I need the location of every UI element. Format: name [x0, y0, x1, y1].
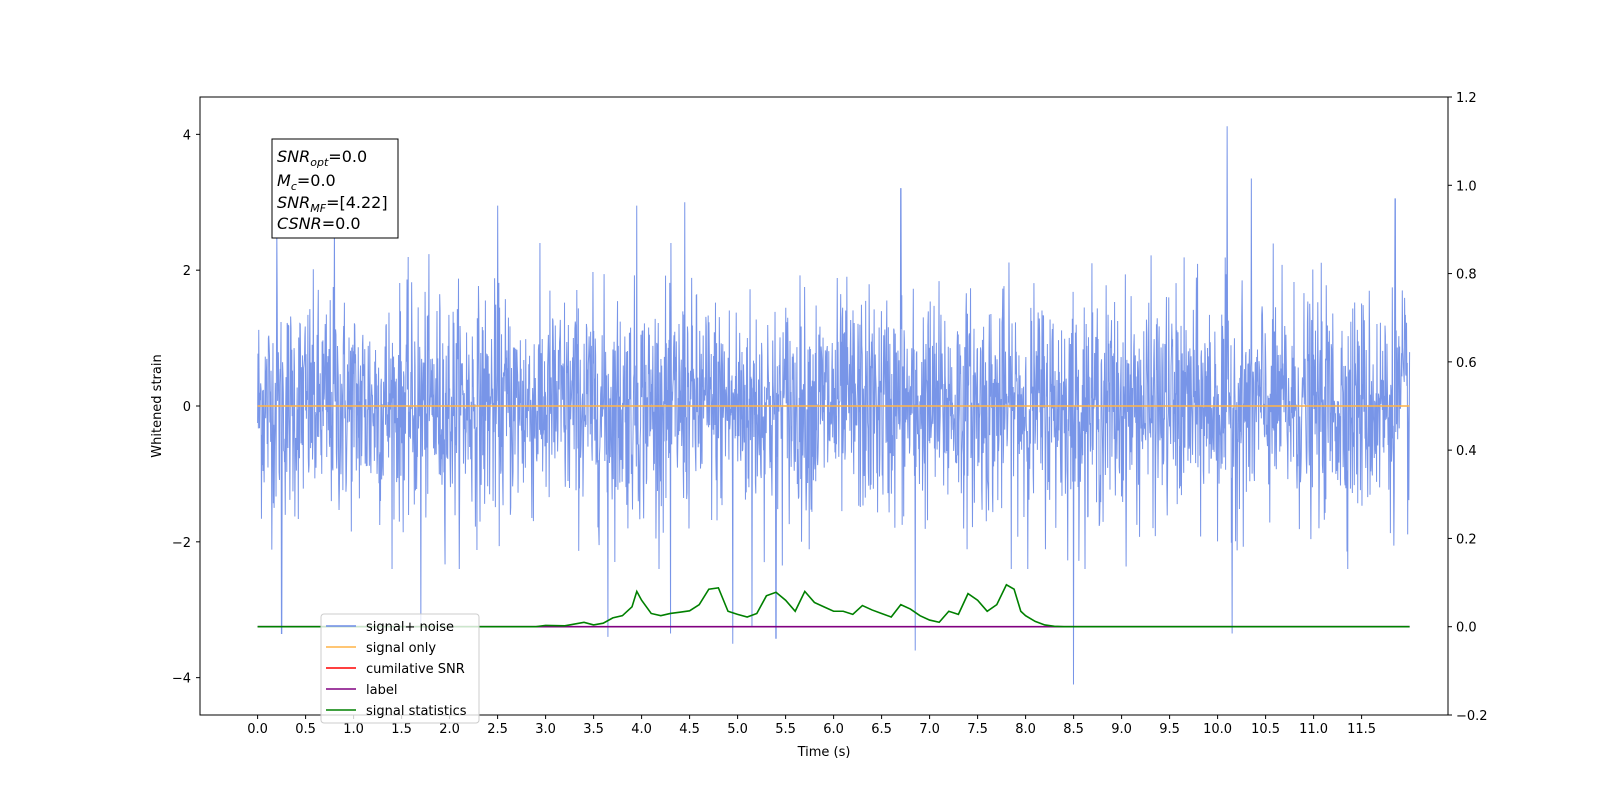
x-axis-ticks: 0.0 0.5 1.0 1.5 2.0 2.5 3.0 3.5 4.0 4.5 5.0 5.5 6.0 6… — [247, 715, 1376, 737]
y2-tick-label: 0.0 — [1456, 621, 1477, 636]
y-tick-label: 4 — [183, 128, 191, 143]
y-tick-label: 2 — [183, 264, 191, 279]
x-tick-label: 6.0 — [823, 722, 844, 737]
legend: signal+ noise signal only cumilative SNR la… — [320, 613, 480, 724]
x-tick-label: 8.0 — [1015, 722, 1036, 737]
x-tick-label: 1.5 — [391, 722, 412, 737]
y2-axis-ticks: −0.2 0.0 0.2 0.4 0.6 0.8 1.0 1.2 — [1448, 91, 1488, 724]
x-tick-label: 2.5 — [487, 722, 508, 737]
y-tick-label: −4 — [172, 672, 191, 687]
legend-label: label — [366, 683, 397, 698]
x-tick-label: 4.0 — [631, 722, 652, 737]
x-tick-label: 2.0 — [439, 722, 460, 737]
x-tick-label: 1.0 — [343, 722, 364, 737]
y2-tick-label: 0.4 — [1456, 444, 1477, 459]
plot-area — [257, 126, 1411, 685]
x-tick-label: 10.5 — [1251, 722, 1280, 737]
legend-label: signal only — [366, 641, 436, 656]
x-tick-label: 0.0 — [247, 722, 268, 737]
x-tick-label: 5.0 — [727, 722, 748, 737]
x-tick-label: 5.5 — [775, 722, 796, 737]
x-tick-label: 0.5 — [295, 722, 316, 737]
x-tick-label: 10.0 — [1203, 722, 1232, 737]
y2-tick-label: 1.2 — [1456, 91, 1477, 106]
y2-tick-label: 0.6 — [1456, 356, 1477, 371]
x-tick-label: 7.5 — [967, 722, 988, 737]
x-tick-label: 9.5 — [1159, 722, 1180, 737]
y2-tick-label: 0.8 — [1456, 268, 1477, 283]
annotation-csnr: CSNR=0.0 — [277, 214, 361, 233]
y-axis-label: Whitened strain — [150, 354, 165, 457]
x-tick-label: 3.0 — [535, 722, 556, 737]
x-tick-label: 11.5 — [1347, 722, 1376, 737]
y-axis-ticks: −4 −2 0 2 4 — [172, 128, 200, 687]
legend-frame — [320, 613, 480, 724]
annotation-mc: Mc=0.0 — [277, 171, 336, 193]
y2-tick-label: 0.2 — [1456, 532, 1477, 547]
annotation-snr-opt: SNRopt=0.0 — [277, 147, 367, 169]
x-tick-label: 9.0 — [1111, 722, 1132, 737]
x-tick-label: 4.5 — [679, 722, 700, 737]
x-tick-label: 8.5 — [1063, 722, 1084, 737]
x-axis-label: Time (s) — [797, 745, 851, 760]
y-tick-label: −2 — [172, 536, 191, 551]
y2-tick-label: −0.2 — [1456, 709, 1488, 724]
series-signal-statistics — [257, 583, 1410, 628]
x-tick-label: 3.5 — [583, 722, 604, 737]
series-signal-noise — [257, 126, 1411, 685]
x-tick-label: 7.0 — [919, 722, 940, 737]
legend-label: signal+ noise — [366, 620, 454, 635]
y-tick-label: 0 — [183, 400, 191, 415]
x-tick-label: 11.0 — [1299, 722, 1328, 737]
x-tick-label: 6.5 — [871, 722, 892, 737]
legend-label: cumilative SNR — [366, 662, 465, 677]
legend-items: signal+ noise signal only cumilative SNR la… — [326, 620, 467, 719]
annotation-box: SNRopt=0.0 Mc=0.0 SNRMF=[4.22] CSNR=0.0 — [271, 138, 399, 239]
legend-label: signal statistics — [366, 704, 467, 719]
y2-tick-label: 1.0 — [1456, 179, 1477, 194]
annotation-snr-mf: SNRMF=[4.22] — [277, 193, 388, 215]
